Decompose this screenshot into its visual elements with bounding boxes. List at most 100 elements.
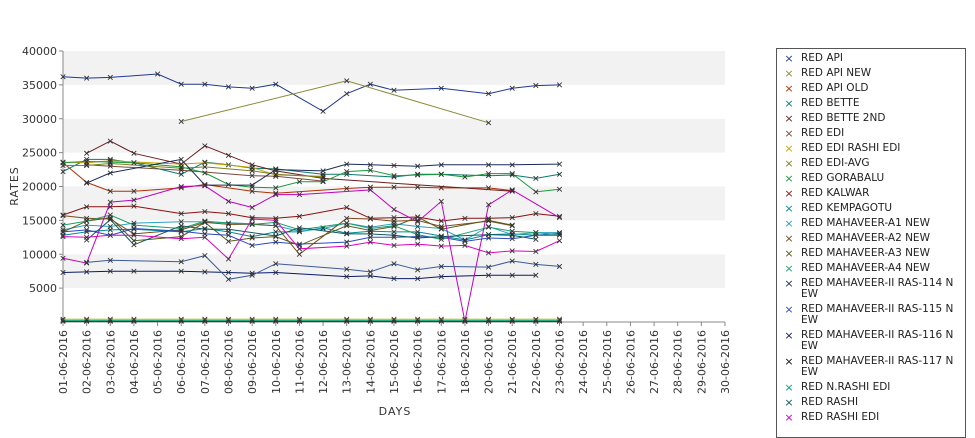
series-line	[62, 218, 560, 260]
x-tick-label: 14-06-2016	[364, 330, 377, 394]
data-point	[202, 269, 208, 275]
series-line	[86, 164, 324, 182]
data-point	[320, 178, 326, 184]
data-point	[131, 242, 137, 248]
data-point	[556, 161, 563, 167]
data-point	[202, 218, 208, 224]
data-point	[344, 273, 350, 280]
data-point	[178, 81, 184, 87]
data-point	[225, 152, 232, 158]
legend-marker-icon: ×	[784, 82, 794, 95]
x-tick-label: 12-06-2016	[317, 330, 330, 394]
data-point	[438, 162, 444, 168]
data-point	[485, 218, 492, 224]
data-point	[438, 198, 444, 205]
data-point	[556, 263, 563, 270]
data-point	[415, 235, 421, 241]
series-line	[63, 162, 324, 178]
data-point	[107, 232, 113, 238]
data-point	[344, 230, 350, 236]
legend-label: RED MAHAVEER-A3 NEW	[801, 247, 930, 259]
data-point	[533, 261, 539, 268]
data-point	[60, 74, 66, 80]
data-point	[273, 269, 279, 276]
data-point	[462, 238, 468, 244]
data-point	[202, 316, 208, 322]
x-tick-label: 28-06-2016	[672, 330, 685, 394]
data-point	[509, 85, 515, 91]
legend-entry: × RED MAHAVEER-A4 NEW	[783, 262, 959, 275]
data-point	[367, 239, 373, 245]
data-point	[344, 220, 350, 226]
data-point	[367, 216, 373, 222]
data-point	[533, 272, 539, 278]
data-point	[107, 188, 113, 194]
legend-entry: × RED BETTE 2ND	[783, 113, 959, 125]
data-point	[509, 222, 515, 228]
data-point	[485, 316, 492, 322]
legend-entry: × RED MAHAVEER-II RAS-116 NEW	[783, 330, 959, 352]
data-point	[273, 219, 279, 226]
legend-marker-icon: ×	[784, 127, 794, 140]
data-point	[485, 120, 492, 126]
data-point	[131, 238, 137, 244]
y-tick-label: 15000	[22, 214, 57, 227]
series-22	[60, 216, 563, 262]
x-tick-label: 02-06-2016	[81, 330, 94, 394]
data-point	[391, 242, 397, 249]
legend-marker-icon: ×	[784, 355, 794, 368]
legend-label: RED MAHAVEER-II RAS-115 NEW	[801, 303, 954, 326]
x-tick-label: 24-06-2016	[577, 330, 590, 394]
data-point	[367, 167, 373, 173]
data-point	[509, 187, 515, 194]
data-point	[344, 266, 350, 272]
x-tick-label: 29-06-2016	[695, 330, 708, 394]
data-point	[344, 185, 350, 192]
data-point	[131, 188, 137, 194]
data-point	[344, 243, 350, 249]
data-point	[249, 188, 255, 194]
data-point	[225, 238, 232, 244]
data-point	[296, 241, 303, 247]
data-point	[344, 215, 350, 221]
data-point	[344, 239, 350, 245]
series-16	[60, 225, 563, 249]
legend-label: RED EDI	[801, 127, 845, 139]
data-point	[367, 231, 373, 237]
data-point	[273, 185, 279, 191]
data-point	[344, 204, 350, 211]
data-point	[320, 173, 326, 179]
data-point	[391, 223, 397, 230]
data-point	[107, 257, 113, 263]
data-point	[107, 159, 113, 165]
data-point	[178, 156, 184, 163]
data-point	[178, 118, 184, 125]
data-point	[178, 259, 184, 265]
data-point	[296, 246, 303, 252]
data-point	[84, 158, 90, 165]
chart-legend: × RED API × RED API NEW × RED API OLD × RED BET…	[776, 48, 966, 438]
data-point	[273, 81, 279, 87]
x-tick-label: 08-06-2016	[223, 330, 236, 394]
legend-label: RED MAHAVEER-A4 NEW	[801, 262, 930, 274]
data-point	[438, 85, 444, 91]
data-point	[344, 231, 350, 237]
legend-entry: × RED MAHAVEER-II RAS-114 NEW	[783, 278, 959, 300]
data-point	[178, 171, 184, 177]
data-point	[296, 213, 303, 219]
series-line	[62, 205, 560, 222]
data-point	[131, 160, 137, 166]
data-point	[533, 189, 539, 195]
data-point	[178, 164, 184, 170]
data-point	[60, 229, 66, 235]
y-tick-label: 40000	[22, 45, 57, 58]
data-point	[178, 236, 184, 242]
data-point	[533, 232, 539, 238]
data-point	[556, 171, 563, 177]
data-point	[344, 91, 350, 97]
data-point	[202, 252, 208, 259]
data-point	[391, 316, 397, 322]
legend-label: RED MAHAVEER-II RAS-117 NEW	[801, 355, 954, 378]
x-tick-label: 10-06-2016	[270, 330, 283, 394]
data-point	[391, 232, 397, 238]
